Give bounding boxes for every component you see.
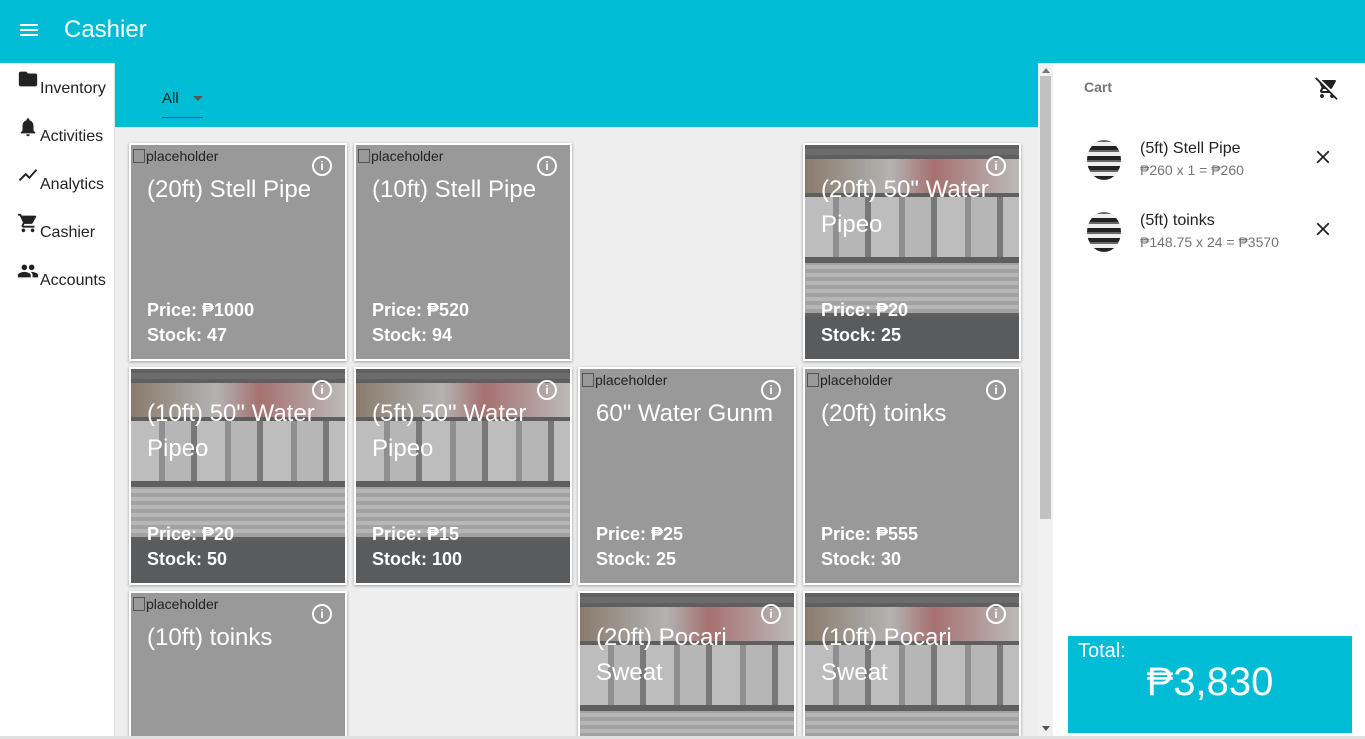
product-stock: Stock: 94	[372, 325, 453, 345]
cart-panel: Cart (5ft) Stell Pipe ₱260 x 1 = ₱260 (5…	[1053, 63, 1365, 739]
page-title: Cashier	[64, 16, 147, 43]
people-icon	[17, 264, 39, 278]
sidebar-item-label: Activities	[40, 128, 104, 145]
product-price: Price: ₱520	[372, 300, 470, 320]
product-name: (20ft) Pocari Sweat	[596, 624, 727, 686]
product-card[interactable]: i (10ft) Pocari Sweat	[803, 591, 1021, 739]
scroll-thumb[interactable]	[1040, 76, 1051, 519]
info-icon[interactable]: i	[761, 604, 781, 624]
shopping-cart-icon	[17, 213, 37, 233]
info-icon[interactable]: i	[312, 156, 332, 176]
product-stock: Stock: 100	[372, 549, 463, 569]
product-stock: Stock: 25	[596, 549, 677, 569]
image-placeholder: placeholder	[358, 148, 443, 164]
product-stock: Stock: 25	[821, 325, 902, 345]
total-value: ₱3,830	[1146, 660, 1274, 704]
product-card[interactable]: i (5ft) 50" Water Pipeo Price: ₱15 Stock…	[354, 367, 572, 585]
product-name: (20ft) 50" Water Pipeo	[821, 176, 989, 238]
product-name: (10ft) 50" Water Pipeo	[147, 400, 315, 462]
info-icon[interactable]: i	[537, 156, 557, 176]
sidebar-item-accounts[interactable]: Accounts	[17, 260, 106, 290]
product-card[interactable]: i (10ft) 50" Water Pipeo Price: ₱20 Stoc…	[129, 367, 347, 585]
info-icon[interactable]: i	[986, 604, 1006, 624]
product-price: Price: ₱25	[596, 524, 684, 544]
cart-item-avatar	[1087, 140, 1121, 180]
sidebar-item-label: Cashier	[40, 224, 96, 241]
total-label: Total:	[1078, 640, 1126, 662]
image-placeholder: placeholder	[133, 596, 218, 612]
product-price: Price: ₱20	[147, 524, 235, 544]
bell-icon	[20, 118, 36, 137]
product-card[interactable]: placeholder i (10ft) Stell Pipe Price: ₱…	[354, 143, 572, 361]
remove-shopping-cart-icon[interactable]	[1315, 76, 1339, 100]
scroll-down-arrow-icon[interactable]	[1042, 726, 1050, 731]
product-price: Price: ₱15	[372, 524, 460, 544]
cart-item-name: (5ft) toinks	[1140, 212, 1215, 229]
product-name: (10ft) Pocari Sweat	[821, 624, 952, 686]
product-stock: Stock: 47	[147, 325, 228, 345]
broken-image-icon	[133, 149, 145, 163]
sidebar-item-analytics[interactable]: Analytics	[17, 164, 104, 194]
product-area: All placeholder i (20ft) Stell Pipe Pric…	[115, 63, 1038, 739]
cart-item: (5ft) Stell Pipe ₱260 x 1 = ₱260	[1053, 140, 1365, 200]
product-price: Price: ₱1000	[147, 300, 255, 320]
image-placeholder: placeholder	[133, 148, 218, 164]
product-stock: Stock: 50	[147, 549, 228, 569]
image-placeholder: placeholder	[582, 372, 667, 388]
scroll-up-arrow-icon[interactable]	[1042, 68, 1050, 73]
filter-bar: All	[115, 63, 1038, 127]
product-price: Price: ₱20	[821, 300, 909, 320]
broken-image-icon	[807, 373, 819, 387]
broken-image-icon	[133, 597, 145, 611]
close-icon[interactable]	[1312, 218, 1334, 240]
scrollbar[interactable]	[1038, 63, 1053, 739]
product-price: Price: ₱555	[821, 524, 919, 544]
info-icon[interactable]: i	[312, 604, 332, 624]
product-card[interactable]: placeholder i (20ft) toinks Price: ₱555 …	[803, 367, 1021, 585]
product-stock: Stock: 30	[821, 549, 902, 569]
info-icon[interactable]: i	[537, 380, 557, 400]
sidebar-item-label: Inventory	[40, 80, 106, 97]
trending-up-icon	[18, 169, 38, 181]
product-name: (20ft) toinks	[821, 400, 947, 427]
folder-icon	[18, 71, 38, 87]
category-select[interactable]: All	[162, 87, 203, 118]
info-icon[interactable]: i	[761, 380, 781, 400]
info-icon[interactable]: i	[986, 156, 1006, 176]
sidebar-item-label: Analytics	[40, 176, 105, 193]
chevron-down-icon	[193, 96, 203, 101]
product-name: (10ft) toinks	[147, 624, 273, 651]
close-icon[interactable]	[1312, 146, 1334, 168]
cart-item-detail: ₱148.75 x 24 = ₱3570	[1140, 234, 1279, 250]
info-icon[interactable]: i	[986, 380, 1006, 400]
product-name: (20ft) Stell Pipe	[147, 176, 312, 203]
sidebar-item-activities[interactable]: Activities	[17, 116, 103, 146]
sidebar-item-cashier[interactable]: Cashier	[17, 212, 95, 242]
product-card[interactable]: placeholder i (20ft) Stell Pipe Price: ₱…	[129, 143, 347, 361]
cart-item-avatar	[1087, 212, 1121, 252]
cart-item: (5ft) toinks ₱148.75 x 24 = ₱3570	[1053, 212, 1365, 272]
sidebar: Inventory Activities Analytics Cashier A…	[0, 63, 115, 739]
cart-item-detail: ₱260 x 1 = ₱260	[1140, 162, 1244, 178]
product-name: (5ft) 50" Water Pipeo	[372, 400, 527, 462]
product-name: 60" Water Gunm	[596, 400, 774, 427]
broken-image-icon	[358, 149, 370, 163]
info-icon[interactable]: i	[312, 380, 332, 400]
product-name: (10ft) Stell Pipe	[372, 176, 537, 203]
cart-title: Cart	[1084, 79, 1113, 95]
total-box: Total: ₱3,830	[1068, 636, 1352, 733]
category-select-value: All	[162, 90, 179, 107]
sidebar-item-inventory[interactable]: Inventory	[17, 68, 106, 98]
product-card[interactable]: placeholder i (10ft) toinks	[129, 591, 347, 739]
product-card[interactable]: i (20ft) 50" Water Pipeo Price: ₱20 Stoc…	[803, 143, 1021, 361]
sidebar-item-label: Accounts	[40, 272, 106, 289]
product-card[interactable]: placeholder i 60" Water Gunm Price: ₱25 …	[578, 367, 796, 585]
menu-icon[interactable]	[20, 21, 44, 41]
divider	[0, 736, 1365, 739]
cart-item-name: (5ft) Stell Pipe	[1140, 140, 1241, 157]
app-bar: Cashier	[0, 0, 1365, 63]
image-placeholder: placeholder	[807, 372, 892, 388]
product-card[interactable]: i (20ft) Pocari Sweat	[578, 591, 796, 739]
broken-image-icon	[582, 373, 594, 387]
